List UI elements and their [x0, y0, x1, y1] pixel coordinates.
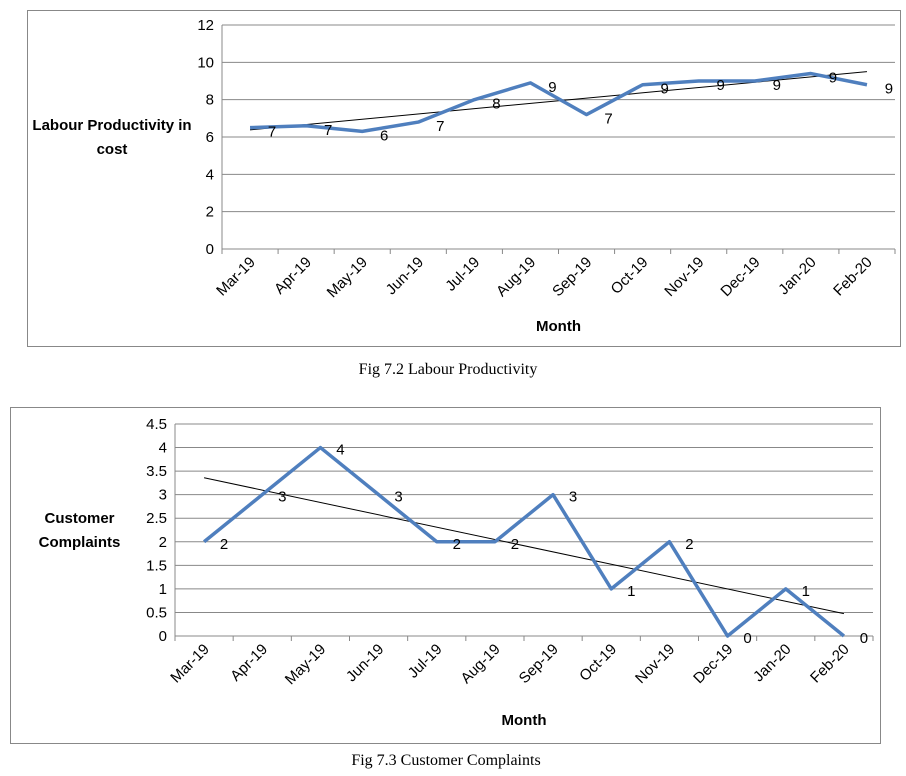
- x-tick-label: Sep-19: [549, 254, 595, 300]
- y-tick-label: 12: [197, 17, 214, 34]
- x-tick-label: Nov-19: [632, 641, 678, 687]
- x-tick-label: Feb-20: [830, 254, 876, 300]
- data-label: 2: [220, 536, 228, 553]
- x-tick-label: Jun-19: [383, 254, 427, 298]
- x-tick-label: Nov-19: [661, 254, 707, 300]
- y-tick-label: 2: [159, 534, 167, 551]
- y-tick-label: 1.5: [146, 557, 167, 574]
- data-label: 9: [829, 70, 837, 87]
- data-label: 7: [436, 118, 444, 135]
- data-label: 9: [660, 81, 668, 98]
- caption: Fig 7.3 Customer Complaints: [351, 752, 540, 769]
- data-label: 7: [604, 111, 612, 128]
- data-label: 9: [773, 77, 781, 94]
- trendline: [203, 477, 845, 615]
- data-label: 1: [627, 583, 635, 600]
- data-label: 0: [743, 630, 751, 647]
- y-tick-label: 10: [197, 54, 214, 71]
- data-label: 4: [336, 442, 344, 459]
- x-tick-label: Mar-19: [213, 254, 259, 300]
- data-line: [249, 71, 868, 134]
- y-axis-label: Labour Productivity in cost: [32, 117, 192, 158]
- y-axis-label: Customer Complaints: [38, 510, 121, 551]
- x-tick-label: Apr-19: [271, 254, 315, 298]
- data-label: 9: [548, 79, 556, 96]
- data-label: 0: [860, 630, 868, 647]
- x-tick-label: Dec-19: [690, 641, 736, 687]
- data-label: 2: [453, 536, 461, 553]
- x-axis-label: Month: [536, 318, 581, 335]
- y-tick-label: 4.5: [146, 416, 167, 433]
- chart-frame: [27, 10, 901, 347]
- data-label: 3: [569, 489, 577, 506]
- x-tick-label: Oct-19: [576, 641, 620, 685]
- x-tick-label: Jan-20: [775, 254, 819, 298]
- y-tick-label: 2.5: [146, 510, 167, 527]
- y-tick-label: 8: [206, 92, 214, 109]
- data-label: 7: [324, 122, 332, 139]
- x-tick-label: Jan-20: [750, 641, 794, 685]
- data-line: [202, 445, 846, 638]
- x-tick-label: Mar-19: [167, 641, 213, 687]
- y-tick-label: 0: [159, 628, 167, 645]
- data-label: 1: [802, 583, 810, 600]
- data-label: 9: [717, 77, 725, 94]
- data-label: 6: [380, 127, 388, 144]
- chart-frame: [10, 407, 881, 744]
- y-tick-label: 4: [206, 166, 214, 183]
- x-axis-label: Month: [502, 712, 547, 729]
- x-tick-label: May-19: [324, 254, 371, 301]
- y-tick-label: 0.5: [146, 604, 167, 621]
- data-label: 2: [511, 536, 519, 553]
- y-tick-label: 0: [206, 241, 214, 258]
- x-tick-label: Feb-20: [807, 641, 853, 687]
- data-label: 7: [268, 124, 276, 141]
- data-label: 3: [278, 489, 286, 506]
- y-tick-label: 4: [159, 440, 167, 457]
- x-tick-label: Aug-19: [493, 254, 539, 300]
- caption: Fig 7.2 Labour Productivity: [359, 361, 538, 378]
- x-tick-label: May-19: [282, 641, 329, 688]
- y-tick-label: 3.5: [146, 463, 167, 480]
- y-tick-label: 1: [159, 581, 167, 598]
- y-tick-label: 6: [206, 129, 214, 146]
- data-label: 8: [492, 96, 500, 113]
- x-tick-label: Aug-19: [458, 641, 504, 687]
- x-tick-label: Jul-19: [442, 254, 483, 295]
- x-tick-label: Jun-19: [343, 641, 387, 685]
- data-label: 9: [885, 81, 893, 98]
- x-tick-label: Apr-19: [227, 641, 271, 685]
- x-tick-label: Sep-19: [516, 641, 562, 687]
- y-tick-label: 2: [206, 204, 214, 221]
- data-label: 2: [685, 536, 693, 553]
- x-tick-label: Jul-19: [405, 641, 446, 682]
- y-tick-label: 3: [159, 487, 167, 504]
- x-tick-label: Oct-19: [608, 254, 652, 298]
- data-label: 3: [394, 489, 402, 506]
- x-tick-label: Dec-19: [717, 254, 763, 300]
